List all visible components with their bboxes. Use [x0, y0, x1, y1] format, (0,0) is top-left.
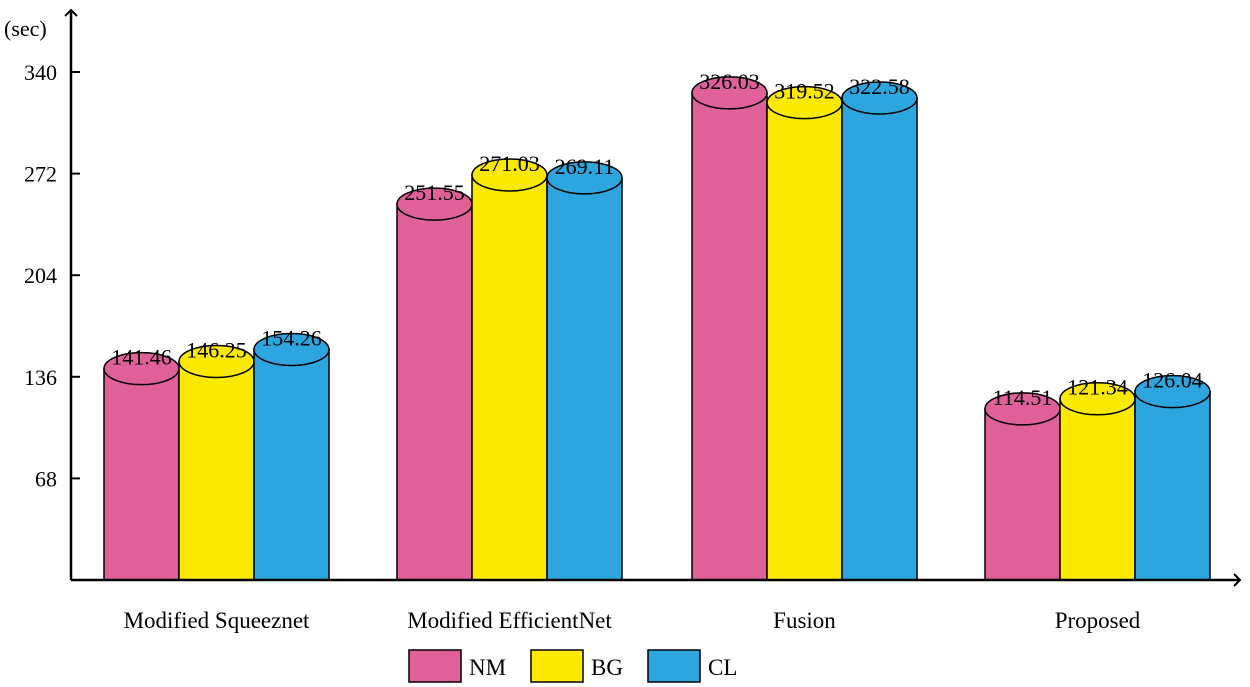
data-label: 126.04	[1142, 368, 1203, 393]
bar-nm: 141.46	[103, 345, 180, 581]
bar-nm: 326.03	[691, 69, 768, 581]
y-tick-label: 340	[24, 60, 57, 85]
bar-body	[766, 101, 843, 581]
bar-cl: 126.04	[1134, 368, 1211, 581]
bar-bg: 319.52	[766, 79, 843, 581]
legend-swatch	[408, 649, 462, 683]
y-tick-label: 272	[24, 162, 57, 187]
legend-label: BG	[591, 655, 623, 680]
bar-body	[1059, 397, 1136, 581]
bar-bg: 271.03	[471, 151, 548, 581]
bar-body	[984, 408, 1061, 581]
bar-bg: 121.34	[1059, 375, 1136, 581]
bar-group: 114.51 121.34 126.04	[984, 368, 1211, 581]
data-label: 251.55	[404, 180, 465, 205]
y-tick-label: 136	[24, 365, 57, 390]
data-label: 319.52	[774, 79, 835, 104]
legend-item-nm: NM	[408, 649, 506, 683]
bar-body	[691, 92, 768, 581]
bar-body	[253, 348, 330, 581]
bar-cl: 154.26	[253, 326, 330, 581]
legend-label: NM	[469, 655, 506, 680]
x-tick-labels: Modified Squeeznet Modified EfficientNet F…	[124, 608, 1141, 633]
bar-body	[546, 177, 623, 581]
legend-item-cl: CL	[647, 649, 737, 683]
y-axis-unit-label: (sec)	[4, 16, 47, 41]
bar-body	[103, 367, 180, 581]
data-label: 114.51	[993, 385, 1053, 410]
data-label: 141.46	[111, 345, 172, 370]
data-label: 271.03	[479, 151, 540, 176]
data-label: 322.58	[849, 74, 910, 99]
legend-swatch	[530, 649, 584, 683]
x-tick-label: Modified Squeeznet	[124, 608, 310, 633]
bars: 141.46 146.25 154.26 251.55 271.03 269.11 326.…	[103, 69, 1211, 581]
bar-bg: 146.25	[178, 337, 255, 581]
y-axis: (sec) 68 136 204 272 340	[4, 8, 80, 580]
y-ticks: 68 136 204 272 340	[24, 60, 80, 491]
x-tick-label: Modified EfficientNet	[407, 608, 612, 633]
bar-cl: 269.11	[546, 154, 623, 581]
x-tick-label: Fusion	[773, 608, 836, 633]
data-label: 121.34	[1067, 375, 1128, 400]
bar-top	[1134, 374, 1211, 409]
y-tick-label: 204	[24, 263, 57, 288]
y-tick-label: 68	[35, 466, 57, 491]
bar-group: 141.46 146.25 154.26	[103, 326, 330, 581]
data-label: 269.11	[555, 154, 615, 179]
legend-swatch	[647, 649, 701, 683]
legend: NM BG CL	[408, 649, 737, 683]
x-axis: Modified Squeeznet Modified EfficientNet F…	[71, 573, 1242, 633]
legend-label: CL	[708, 655, 737, 680]
bar-group: 326.03 319.52 322.58	[691, 69, 918, 581]
data-label: 154.26	[261, 326, 322, 351]
bar-body	[841, 97, 918, 581]
legend-item-bg: BG	[530, 649, 623, 683]
bar-nm: 251.55	[396, 180, 473, 581]
bar-top	[841, 81, 918, 115]
bar-body	[1134, 390, 1211, 581]
bar-cl: 322.58	[841, 74, 918, 581]
bar-body	[396, 203, 473, 581]
data-label: 146.25	[186, 337, 247, 362]
bar-nm: 114.51	[984, 385, 1061, 581]
bar-top	[691, 76, 768, 110]
bar-group: 251.55 271.03 269.11	[396, 151, 623, 581]
data-label: 326.03	[699, 69, 760, 94]
bar-top	[253, 332, 330, 367]
bar-body	[471, 174, 548, 581]
bar-top	[546, 161, 623, 195]
x-tick-label: Proposed	[1055, 608, 1141, 633]
bar-body	[178, 360, 255, 581]
